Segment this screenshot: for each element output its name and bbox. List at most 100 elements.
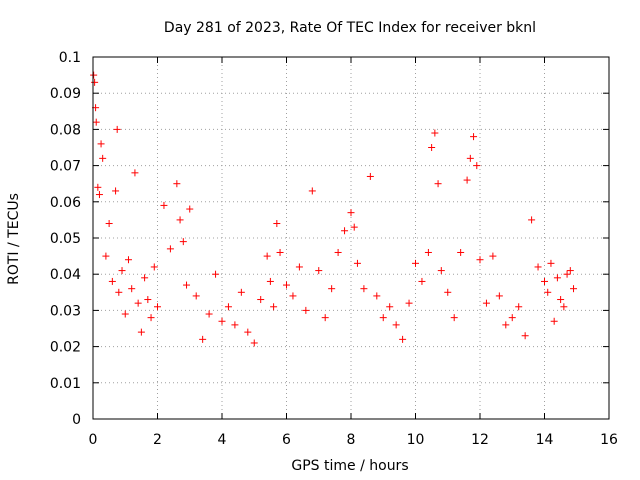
y-tick-label: 0.07 [50, 159, 81, 175]
data-point [179, 238, 187, 246]
data-point [399, 335, 407, 343]
data-point [347, 209, 355, 217]
data-point [199, 335, 207, 343]
y-tick-label: 0.1 [59, 50, 81, 66]
data-point [541, 277, 548, 285]
data-point [360, 285, 368, 293]
data-point [308, 187, 316, 195]
data-point [557, 296, 565, 304]
y-axis-ticks: 0 0.01 0.02 0.03 0.04 0.05 0.06 0.07 0.08 0.09 0.1 [50, 50, 609, 428]
data-point [437, 267, 445, 275]
data-point [563, 270, 571, 278]
data-point [263, 252, 271, 260]
data-point [150, 263, 158, 271]
data-point [154, 303, 161, 311]
data-point [266, 277, 274, 285]
y-tick-label: 0.02 [50, 340, 81, 356]
x-tick-label: 0 [89, 432, 98, 448]
data-point [147, 314, 155, 322]
data-point [91, 78, 99, 86]
data-point [502, 321, 510, 329]
y-tick-label: 0.01 [50, 376, 81, 392]
data-point [341, 227, 349, 235]
y-axis-label: ROTI / TECUs [6, 193, 22, 285]
data-point [115, 288, 123, 296]
data-point [212, 270, 220, 278]
data-point [547, 259, 555, 267]
data-point [102, 252, 110, 260]
data-point [99, 154, 107, 162]
data-point [176, 216, 184, 224]
data-point [515, 303, 523, 311]
data-point [328, 285, 336, 293]
data-point [289, 292, 297, 300]
data-point [431, 129, 439, 137]
data-point [90, 71, 98, 79]
data-point [521, 332, 529, 340]
data-point [231, 321, 239, 329]
data-point [473, 162, 481, 170]
data-point [373, 292, 381, 300]
y-tick-label: 0.06 [50, 195, 81, 211]
data-point [476, 256, 484, 264]
x-tick-label: 6 [282, 432, 291, 448]
y-tick-label: 0.09 [50, 86, 81, 102]
data-point [412, 259, 419, 267]
x-tick-label: 2 [153, 432, 162, 448]
data-point [405, 299, 413, 307]
x-tick-label: 14 [536, 432, 554, 448]
data-point [418, 277, 426, 285]
data-point [273, 220, 281, 228]
data-point [553, 274, 561, 282]
data-point [489, 252, 497, 260]
data-point [186, 205, 194, 213]
data-point [205, 310, 213, 318]
data-point [113, 125, 121, 133]
data-point [495, 292, 503, 300]
data-point [112, 187, 120, 195]
data-point [466, 154, 474, 162]
y-tick-label: 0 [72, 412, 81, 428]
data-point [295, 263, 303, 271]
data-point [544, 288, 552, 296]
y-tick-label: 0.04 [50, 267, 81, 283]
data-point [534, 263, 542, 271]
data-point [434, 180, 442, 188]
data-point [183, 281, 191, 289]
chart-title: Day 281 of 2023, Rate Of TEC Index for r… [164, 20, 536, 36]
data-point [270, 303, 278, 311]
data-point [334, 248, 342, 256]
data-point [379, 314, 387, 322]
x-tick-label: 8 [347, 432, 356, 448]
data-point [321, 314, 329, 322]
data-point [166, 245, 174, 253]
data-point [482, 299, 490, 307]
data-point [276, 248, 284, 256]
data-point [392, 321, 400, 329]
data-point [470, 133, 478, 141]
data-point [428, 144, 436, 151]
y-tick-label: 0.08 [50, 122, 81, 138]
x-tick-label: 10 [407, 432, 425, 448]
data-point [94, 183, 102, 191]
data-point [350, 223, 358, 231]
data-point [95, 191, 103, 199]
data-point [257, 296, 265, 304]
data-point [508, 314, 516, 322]
x-tick-label: 16 [600, 432, 618, 448]
grid-lines [93, 57, 609, 419]
data-point [244, 328, 252, 336]
data-point [237, 288, 245, 296]
data-point [131, 169, 139, 177]
data-point [137, 328, 145, 336]
data-point [302, 306, 310, 314]
data-point [108, 277, 116, 285]
data-point [224, 303, 232, 311]
data-point [118, 267, 126, 275]
data-point [528, 216, 536, 224]
x-axis-ticks: 0 2 4 6 8 10 12 14 16 [89, 57, 618, 448]
data-point [366, 172, 374, 180]
data-point [353, 259, 361, 267]
data-point [141, 274, 149, 282]
